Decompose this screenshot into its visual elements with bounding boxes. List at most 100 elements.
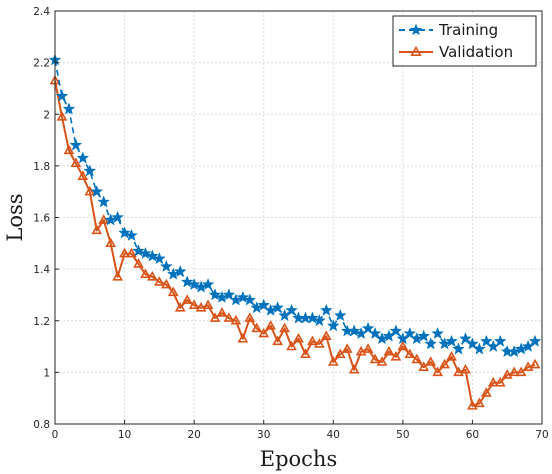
training-point [403, 326, 417, 340]
validation-point [195, 302, 207, 312]
validation-point [411, 353, 423, 364]
series-layer [48, 53, 542, 410]
validation-point [362, 343, 374, 353]
validation-point [119, 247, 130, 258]
validation-point [334, 348, 346, 359]
y-tick-label: 2.2 [33, 58, 50, 70]
series-line-validation [54, 80, 536, 407]
training-point [271, 301, 285, 314]
training-point [493, 334, 507, 347]
validation-point [307, 335, 318, 346]
validation-point [418, 361, 430, 371]
x-tick-label: 40 [327, 429, 340, 441]
validation-point [369, 353, 381, 364]
validation-point [376, 356, 388, 366]
training-point [445, 334, 458, 347]
training-point [180, 275, 194, 288]
training-point [319, 303, 333, 316]
training-point [243, 293, 257, 306]
training-point [472, 342, 486, 355]
validation-point [515, 366, 527, 377]
validation-point [84, 185, 96, 196]
validation-point [320, 330, 332, 340]
training-point [90, 184, 104, 198]
legend-box [392, 15, 537, 67]
validation-point [147, 271, 158, 281]
training-point [111, 210, 125, 223]
validation-point [230, 314, 242, 325]
validation-point [174, 302, 186, 312]
validation-point [432, 366, 443, 377]
training-point [125, 228, 138, 242]
validation-point [56, 110, 68, 121]
validation-point [300, 348, 311, 359]
validation-point [223, 312, 235, 322]
training-point [368, 326, 382, 340]
legend: Training Validation [392, 15, 537, 67]
legend-label-training: Training [438, 21, 498, 39]
training-point [528, 334, 542, 347]
validation-point [133, 258, 144, 268]
validation-point [202, 299, 214, 310]
training-point [479, 334, 493, 347]
validation-point [390, 351, 402, 361]
validation-point [70, 157, 82, 168]
validation-point [460, 363, 471, 374]
validation-point [209, 312, 221, 322]
legend-star-marker [409, 23, 423, 36]
x-tick-label: 30 [257, 429, 270, 441]
y-tick-label: 2 [43, 109, 50, 121]
validation-point [453, 366, 464, 377]
validation-point [91, 224, 103, 235]
validation-point [487, 376, 499, 387]
validation-point [112, 271, 123, 281]
validation-point [265, 320, 277, 330]
validation-point [216, 307, 228, 317]
training-point [257, 298, 271, 311]
validation-point [279, 322, 290, 333]
training-point [55, 89, 69, 102]
training-point [236, 290, 250, 303]
training-point [139, 246, 152, 260]
validation-point [494, 376, 506, 387]
training-point [132, 244, 145, 257]
training-point [208, 288, 222, 301]
validation-point [286, 340, 297, 351]
legend-triangle-marker [410, 45, 422, 56]
x-tick-label: 10 [118, 429, 131, 441]
series-training [48, 53, 542, 358]
validation-point [508, 366, 520, 377]
training-point [424, 337, 438, 350]
validation-point [355, 345, 367, 356]
training-point [389, 324, 403, 337]
validation-point [348, 363, 360, 374]
training-point [173, 264, 187, 278]
training-point [187, 277, 201, 291]
y-axis-label: Loss [3, 193, 27, 241]
y-tick-label: 2.4 [33, 6, 50, 18]
x-tick-label: 70 [535, 429, 548, 441]
training-point [62, 102, 76, 115]
legend-swatch-validation [399, 45, 433, 56]
training-point [201, 277, 215, 291]
training-point [459, 332, 472, 345]
training-point [222, 288, 236, 301]
grid [55, 11, 542, 424]
validation-point [404, 348, 416, 359]
validation-point [314, 338, 325, 348]
training-point [83, 164, 97, 177]
training-point [347, 324, 361, 337]
validation-point [258, 327, 270, 338]
validation-point [341, 343, 353, 353]
training-point [431, 326, 445, 340]
validation-point [167, 286, 179, 297]
validation-point [126, 247, 137, 258]
validation-point [251, 322, 263, 333]
validation-point [327, 356, 339, 366]
training-point [417, 329, 431, 342]
validation-point [439, 358, 450, 369]
legend-swatch-training [399, 23, 433, 36]
validation-point [181, 294, 193, 304]
training-point [452, 342, 465, 355]
